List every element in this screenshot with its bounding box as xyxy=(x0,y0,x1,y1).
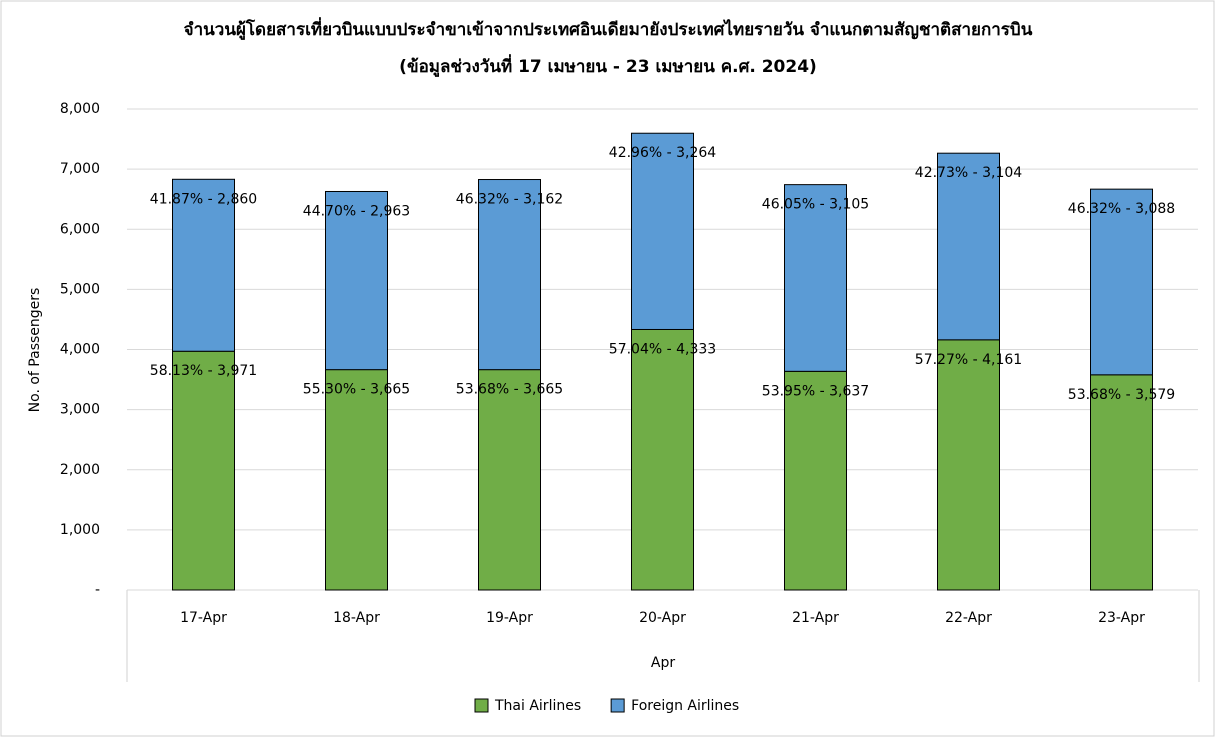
y-tick-label: 2,000 xyxy=(60,462,100,478)
data-label: 42.96% - 3,264 xyxy=(609,145,717,161)
data-label: 55.30% - 3,665 xyxy=(303,382,410,398)
y-axis-label: No. of Passengers xyxy=(27,288,43,413)
x-tick-label: 22-Apr xyxy=(945,610,992,626)
bar-segment xyxy=(172,178,235,352)
data-label: 58.13% - 3,971 xyxy=(150,363,257,379)
legend-label: Thai Airlines xyxy=(494,698,581,714)
chart-title: จำนวนผู้โดยสารเที่ยวบินแบบประจำขาเข้าจาก… xyxy=(184,17,1033,41)
bar-segment xyxy=(478,179,541,371)
y-tick-label: 5,000 xyxy=(60,281,100,297)
bar-segment xyxy=(1090,188,1153,376)
legend-swatch xyxy=(474,698,489,713)
bar-segment xyxy=(325,369,388,591)
x-tick-label: 18-Apr xyxy=(333,610,380,626)
data-label: 53.95% - 3,637 xyxy=(762,383,869,399)
x-tick-label: 20-Apr xyxy=(639,610,686,626)
data-label: 57.04% - 4,333 xyxy=(609,341,716,357)
x-axis-label: Apr xyxy=(651,655,675,671)
bar-segment xyxy=(784,370,847,591)
y-tick-label: 6,000 xyxy=(60,221,100,237)
data-label: 44.70% - 2,963 xyxy=(303,203,410,219)
y-tick-label: - xyxy=(95,582,100,598)
x-tick-label: 17-Apr xyxy=(180,610,227,626)
y-tick-label: 4,000 xyxy=(60,342,100,358)
bar-segment xyxy=(937,339,1000,591)
data-label: 46.32% - 3,162 xyxy=(456,192,563,208)
legend-label: Foreign Airlines xyxy=(631,698,739,714)
bar-segment xyxy=(631,328,694,591)
data-label: 46.32% - 3,088 xyxy=(1068,201,1175,217)
bar-segment xyxy=(784,184,847,372)
data-label: 46.05% - 3,105 xyxy=(762,197,869,213)
data-label: 41.87% - 2,860 xyxy=(150,191,257,207)
x-tick-label: 21-Apr xyxy=(792,610,839,626)
bar-segment xyxy=(325,190,388,371)
bar-segment xyxy=(937,152,1000,341)
chart-subtitle: (ข้อมูลช่วงวันที่ 17 เมษายน - 23 เมษายน … xyxy=(399,54,817,78)
y-tick-label: 8,000 xyxy=(60,101,100,117)
bar-segment xyxy=(478,369,541,591)
bar-segment xyxy=(631,132,694,330)
data-label: 53.68% - 3,579 xyxy=(1068,387,1175,403)
data-label: 57.27% - 4,161 xyxy=(915,352,1022,368)
data-label: 53.68% - 3,665 xyxy=(456,382,563,398)
data-label: 42.73% - 3,104 xyxy=(915,165,1023,181)
bar-segment xyxy=(172,350,235,591)
x-tick-label: 19-Apr xyxy=(486,610,533,626)
y-tick-label: 1,000 xyxy=(60,522,100,538)
y-tick-label: 3,000 xyxy=(60,402,100,418)
y-tick-label: 7,000 xyxy=(60,161,100,177)
legend-swatch xyxy=(610,698,625,713)
x-tick-label: 23-Apr xyxy=(1098,610,1145,626)
bar-segment xyxy=(1090,374,1153,591)
